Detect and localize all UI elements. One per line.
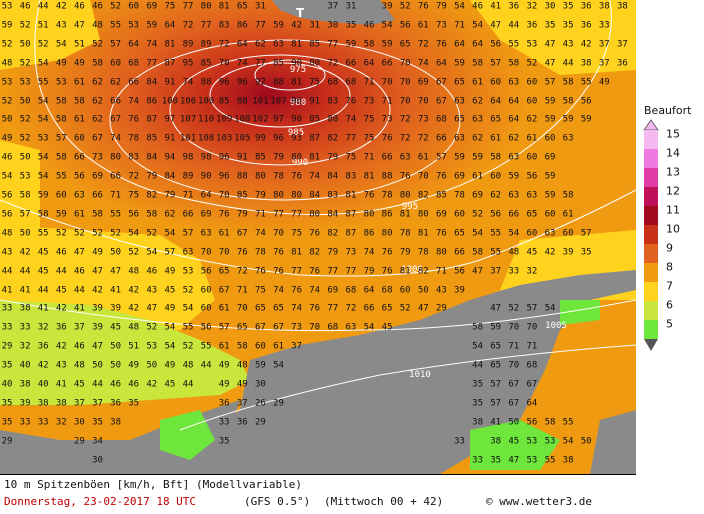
legend-swatch	[644, 263, 658, 282]
legend-colorbar	[643, 119, 659, 351]
legend-label: 6	[666, 298, 673, 312]
isobar-label-975: 975	[289, 65, 307, 75]
legend-label: 7	[666, 279, 673, 293]
legend-swatch	[644, 225, 658, 244]
legend-swatch	[644, 244, 658, 263]
map-title: 10 m Spitzenböen [km/h, Bft] (Modellvari…	[4, 478, 303, 491]
gust-zone-east-green	[560, 300, 600, 325]
masked-area-north	[272, 0, 395, 25]
legend-label: 11	[666, 203, 680, 217]
isobar-label-1000: 1000	[401, 265, 423, 275]
legend-label: 15	[666, 127, 680, 141]
gust-zone-se-green	[470, 420, 560, 470]
isobar-label-985: 985	[287, 128, 305, 138]
isobar-985	[169, 54, 391, 166]
legend-swatch	[644, 130, 658, 149]
isobar-lines	[0, 0, 636, 431]
isobar-label-1005: 1005	[545, 321, 567, 331]
legend-swatch	[644, 282, 658, 301]
legend-swatch	[644, 301, 658, 320]
legend-label: 5	[666, 317, 673, 331]
isobar-1000	[0, 189, 636, 277]
isobar-label-980: 980	[289, 98, 307, 108]
isobar-1005	[0, 299, 636, 332]
isobar-label-995: 995	[401, 202, 419, 212]
legend-label: 14	[666, 146, 680, 160]
legend-swatch	[644, 320, 658, 339]
legend-label: 9	[666, 241, 673, 255]
isobar-990	[109, 39, 461, 201]
isobar-980	[209, 62, 351, 128]
gust-zone-northeast-yellow	[470, 0, 636, 75]
isobar-975	[254, 59, 326, 91]
legend-swatch	[644, 149, 658, 168]
legend-arrow-bottom	[644, 339, 658, 351]
forecast-date: Donnerstag, 23-02-2017 18 UTC	[4, 495, 197, 508]
legend-swatch	[644, 206, 658, 225]
map-footer: 10 m Spitzenböen [km/h, Bft] (Modellvari…	[0, 474, 636, 514]
legend-swatch	[644, 187, 658, 206]
isobar-label-990: 990	[291, 158, 309, 168]
gust-zone-west-edge-yellow	[0, 140, 40, 240]
gust-zone-west-green	[0, 300, 250, 405]
low-pressure-center: T	[296, 6, 305, 20]
map-subtitle: Donnerstag, 23-02-2017 18 UTC (GFS 0.5°)…	[4, 495, 634, 508]
legend-label: 12	[666, 184, 680, 198]
masked-area-south	[180, 270, 636, 474]
weather-map: T 975 980 985 990 995 1000 1005 1010 53 4…	[0, 0, 636, 474]
isobar-1010	[179, 344, 636, 431]
legend-label: 10	[666, 222, 680, 236]
model-run: (Mittwoch 00 + 42)	[324, 495, 444, 508]
masked-area-southeast	[590, 410, 636, 474]
credit-link[interactable]: © www.wetter3.de	[486, 495, 592, 508]
legend-swatch	[644, 168, 658, 187]
map-canvas	[0, 0, 636, 474]
legend-label: 13	[666, 165, 680, 179]
gust-zone-north-yellow	[0, 0, 100, 70]
isobar-995	[34, 0, 612, 216]
legend-title: Beaufort	[644, 104, 692, 117]
legend-arrow-top	[643, 119, 659, 131]
model-name: (GFS 0.5°)	[244, 495, 311, 508]
isobar-label-1010: 1010	[409, 370, 431, 380]
beaufort-legend: Beaufort 15 14 13 12 11 10 9 8 7 6 5	[636, 100, 704, 370]
legend-label: 8	[666, 260, 673, 274]
